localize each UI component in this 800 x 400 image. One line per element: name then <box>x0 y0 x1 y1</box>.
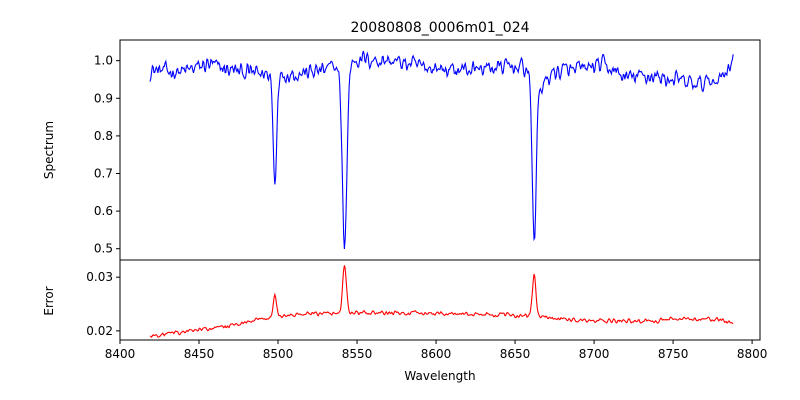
spectrum-ytick-label: 0.8 <box>94 129 113 143</box>
spectrum-ytick-label: 0.6 <box>94 204 113 218</box>
chart-title: 20080808_0006m01_024 <box>350 20 529 36</box>
x-axis-label: Wavelength <box>404 369 475 383</box>
error-y-axis-label: Error <box>42 286 56 315</box>
error-xtick-label: 8450 <box>184 347 215 361</box>
spectrum-axes-frame <box>119 39 761 261</box>
spectrum-ytick-label: 0.5 <box>94 242 113 256</box>
error-ytick-label: 0.03 <box>86 270 113 284</box>
error-xtick-label: 8400 <box>105 347 136 361</box>
error-xtick-label: 8650 <box>500 347 531 361</box>
error-xtick-label: 8750 <box>658 347 689 361</box>
error-xtick-label: 8550 <box>342 347 373 361</box>
spectrum-ytick-label: 1.0 <box>94 54 113 68</box>
error-xtick-label: 8800 <box>737 347 768 361</box>
error-xtick-label: 8700 <box>579 347 610 361</box>
spectrum-ytick-label: 0.7 <box>94 167 113 181</box>
error-xtick-label: 8500 <box>263 347 294 361</box>
error-xtick-label: 8600 <box>421 347 452 361</box>
spectrum-ytick-label: 0.9 <box>94 91 113 105</box>
error-panel: 0.02 0.03 8400 8450 8500 8550 8600 8650 8700 875… <box>42 259 768 383</box>
error-axes-frame <box>119 259 761 341</box>
error-line <box>149 265 734 338</box>
spectrum-y-axis-label: Spectrum <box>42 121 56 179</box>
error-ytick-label: 0.02 <box>86 324 113 338</box>
spectrum-line <box>149 50 734 250</box>
spectrum-panel: 0.5 0.6 0.7 0.8 0.9 1.0 Spectrum <box>42 39 761 261</box>
